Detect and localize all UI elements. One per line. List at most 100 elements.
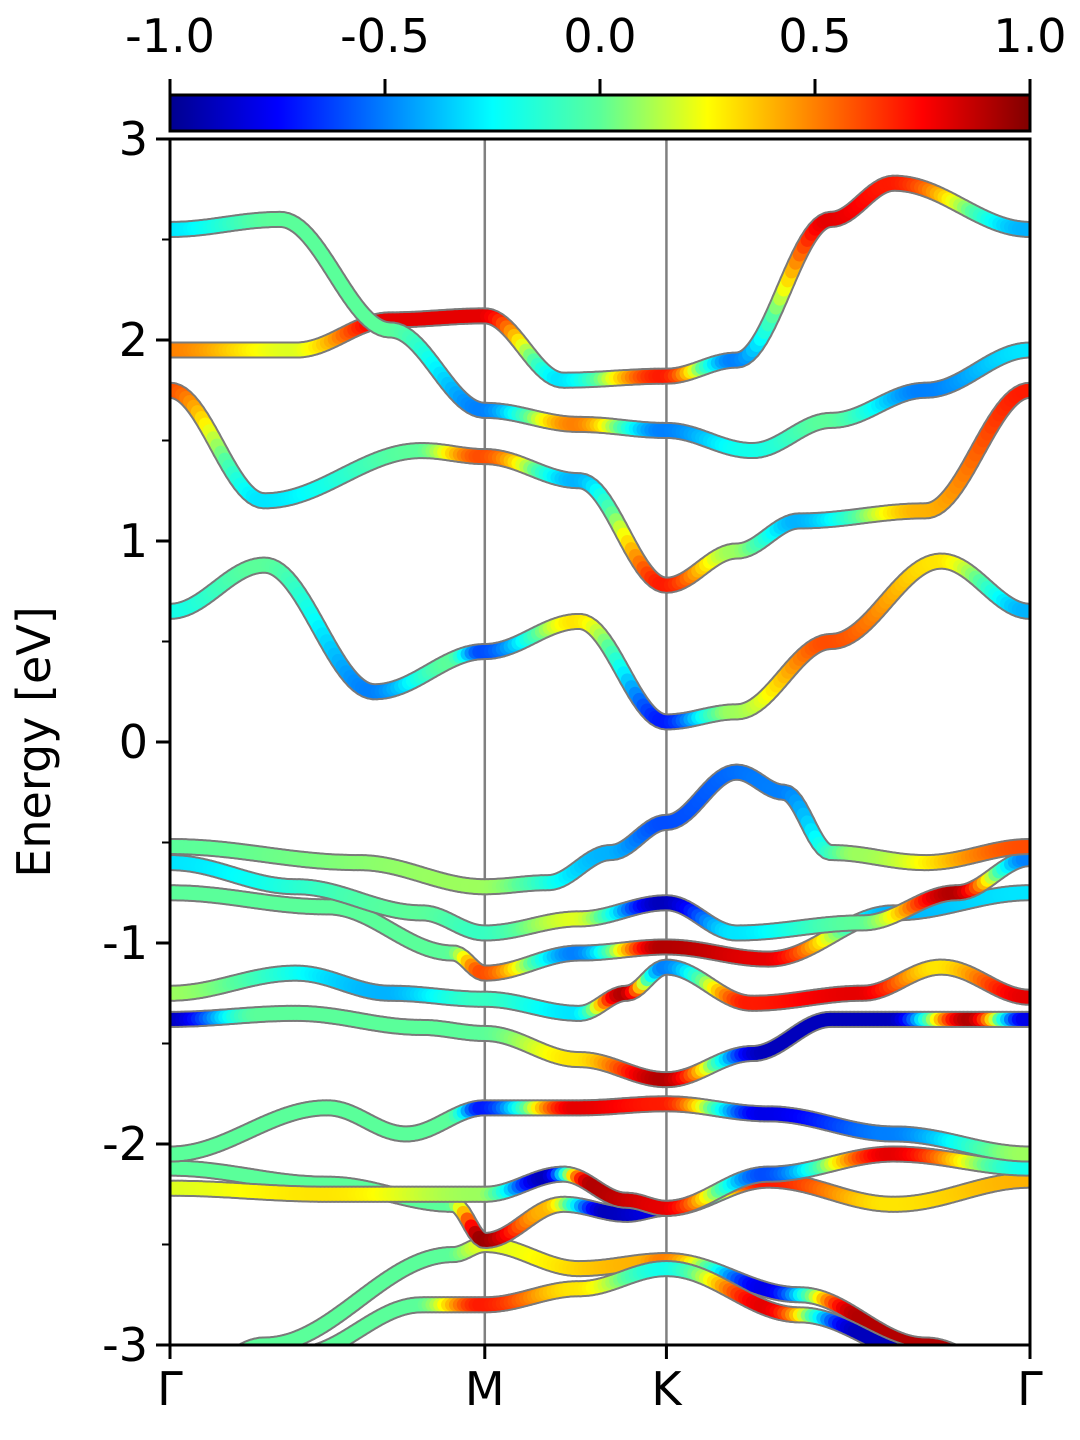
band-segment xyxy=(913,1354,917,1355)
band-segment xyxy=(217,1394,221,1397)
band-segment xyxy=(971,1361,975,1363)
band-outline-segment xyxy=(225,1361,229,1364)
band-segment xyxy=(276,1358,280,1359)
band-outline-segment xyxy=(264,1362,268,1364)
band-outline-segment xyxy=(907,1344,911,1345)
band-segment xyxy=(248,1371,252,1374)
band-outline-segment xyxy=(217,1367,221,1370)
band-segment xyxy=(205,1377,209,1380)
band-segment xyxy=(987,1371,991,1373)
band-segment xyxy=(900,1344,902,1345)
band-segment xyxy=(229,1358,233,1361)
band-outline-segment xyxy=(995,1393,999,1395)
band-segment xyxy=(987,1387,991,1390)
band-segment xyxy=(905,1352,909,1353)
band-outline-segment xyxy=(268,1360,272,1362)
band-segment xyxy=(995,1393,999,1395)
band-segment xyxy=(960,1355,964,1357)
band-outline-segment xyxy=(205,1377,209,1380)
band-outline-segment xyxy=(236,1344,244,1345)
band-outline-segment xyxy=(999,1377,1003,1379)
band-outline-segment xyxy=(221,1364,225,1367)
band-segment xyxy=(236,1353,240,1355)
band-outline-segment xyxy=(248,1371,252,1374)
colorbar-tick-label: -1.0 xyxy=(125,9,215,63)
band-segment xyxy=(225,1388,229,1391)
band-segment xyxy=(936,1356,940,1357)
band-segment xyxy=(279,1357,283,1358)
band-outline-segment xyxy=(940,1340,958,1345)
band-segment xyxy=(948,1361,952,1363)
band-outline-segment xyxy=(913,1354,917,1355)
band-segment xyxy=(190,1388,194,1390)
band-outline-segment xyxy=(186,1390,190,1392)
band-outline-segment xyxy=(201,1380,205,1383)
band-segment xyxy=(311,1352,315,1353)
band-outline-segment xyxy=(240,1338,261,1345)
band-outline-segment xyxy=(936,1356,940,1357)
band-outline-segment xyxy=(1007,1380,1011,1381)
band-9 xyxy=(170,850,1030,942)
band-outline-segment xyxy=(971,1375,975,1378)
band-outline-segment xyxy=(197,1383,201,1386)
band-4 xyxy=(170,1145,1030,1217)
band-segment xyxy=(940,1357,944,1358)
band-segment xyxy=(225,1361,229,1364)
band-outline-segment xyxy=(201,1404,205,1406)
band-segment xyxy=(991,1390,995,1393)
band-outline-segment xyxy=(991,1373,995,1375)
band-segment xyxy=(213,1370,217,1373)
band-outline-segment xyxy=(193,1386,197,1388)
band-segment xyxy=(999,1377,1003,1379)
band-10 xyxy=(170,763,1030,896)
band-outline-segment xyxy=(895,1342,909,1345)
band-outline-segment xyxy=(983,1368,987,1370)
colorbar-tick-label: -0.5 xyxy=(340,9,430,63)
band-outline-segment xyxy=(999,1395,1003,1397)
band-segment xyxy=(240,1343,248,1345)
band-outline-segment xyxy=(952,1344,960,1345)
band-2 xyxy=(197,1260,1011,1409)
band-segment xyxy=(1007,1399,1011,1401)
band-outline-segment xyxy=(309,1344,312,1345)
band-outline-segment xyxy=(312,1341,330,1345)
band-outline-segment xyxy=(229,1386,233,1389)
band-outline-segment xyxy=(964,1370,968,1373)
band-segment xyxy=(201,1404,205,1406)
band-outline-segment xyxy=(213,1370,217,1373)
band-segment xyxy=(909,1353,913,1354)
band-5 xyxy=(170,1095,1030,1163)
band-outline-segment xyxy=(956,1365,960,1367)
band-segment xyxy=(883,1340,899,1345)
colorbar-tick-label: 0.0 xyxy=(563,9,636,63)
band-outline-segment xyxy=(205,1402,209,1404)
band-outline-segment xyxy=(987,1371,991,1373)
band-outline-segment xyxy=(197,1407,201,1409)
band-segment xyxy=(964,1370,968,1373)
band-outline-segment xyxy=(987,1387,991,1390)
band-outline-segment xyxy=(237,1340,256,1345)
band-segment xyxy=(979,1366,983,1368)
band-outline-segment xyxy=(932,1356,936,1357)
band-outline-segment xyxy=(995,1375,999,1377)
band-segment xyxy=(233,1355,237,1358)
band-segment xyxy=(213,1397,217,1400)
band-outline-segment xyxy=(283,1356,287,1357)
band-outline-segment xyxy=(209,1400,213,1403)
band-outline-segment xyxy=(960,1367,964,1370)
band-segment xyxy=(999,1395,1003,1397)
band-segment xyxy=(268,1360,272,1362)
band-segment xyxy=(221,1391,225,1394)
band-segment xyxy=(316,1343,327,1345)
band-1 xyxy=(186,1236,1011,1392)
band-segment xyxy=(233,1383,237,1386)
band-segment xyxy=(318,1341,333,1345)
band-segment xyxy=(307,1353,311,1354)
band-outline-segment xyxy=(945,1342,960,1345)
band-segment xyxy=(240,1342,254,1345)
band-3 xyxy=(170,1159,1030,1249)
band-segment xyxy=(272,1359,276,1361)
band-segment xyxy=(979,1381,983,1384)
band-outline-segment xyxy=(309,1343,319,1345)
